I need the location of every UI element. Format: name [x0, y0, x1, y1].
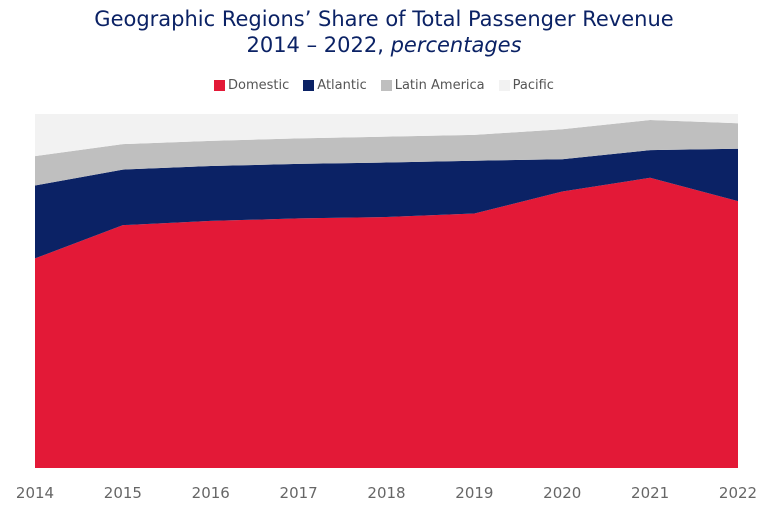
- legend-item-atlantic: Atlantic: [303, 78, 367, 93]
- x-tick-label: 2021: [631, 484, 669, 502]
- legend-label: Atlantic: [317, 78, 367, 93]
- legend-item-pacific: Pacific: [498, 78, 554, 93]
- x-tick-label: 2022: [719, 484, 757, 502]
- chart-title: Geographic Regions’ Share of Total Passe…: [94, 7, 674, 31]
- legend-swatch: [214, 80, 226, 91]
- area-atlantic: [35, 148, 738, 259]
- area-pacific: [35, 114, 738, 157]
- legend-swatch: [498, 80, 510, 91]
- subtitle-units: percentages: [390, 33, 522, 57]
- x-tick-label: 2018: [367, 484, 405, 502]
- x-tick-label: 2015: [104, 484, 142, 502]
- legend-swatch: [380, 80, 392, 91]
- legend-swatch: [303, 80, 315, 91]
- legend: Domestic Atlantic Latin America Pacific: [0, 78, 768, 93]
- subtitle-years: 2014 – 2022,: [246, 33, 391, 57]
- legend-item-domestic: Domestic: [214, 78, 289, 93]
- legend-label: Domestic: [228, 78, 290, 93]
- x-tick-label: 2019: [455, 484, 493, 502]
- legend-item-latin-america: Latin America: [380, 78, 485, 93]
- area-domestic: [35, 177, 738, 468]
- x-tick-label: 2017: [280, 484, 318, 502]
- legend-label: Latin America: [394, 78, 485, 93]
- x-tick-label: 2014: [16, 484, 54, 502]
- chart-subtitle: 2014 – 2022, percentages: [0, 32, 768, 58]
- x-tick-label: 2016: [192, 484, 230, 502]
- area-latin-america: [35, 120, 738, 186]
- legend-label: Pacific: [512, 78, 554, 93]
- x-tick-label: 2020: [543, 484, 581, 502]
